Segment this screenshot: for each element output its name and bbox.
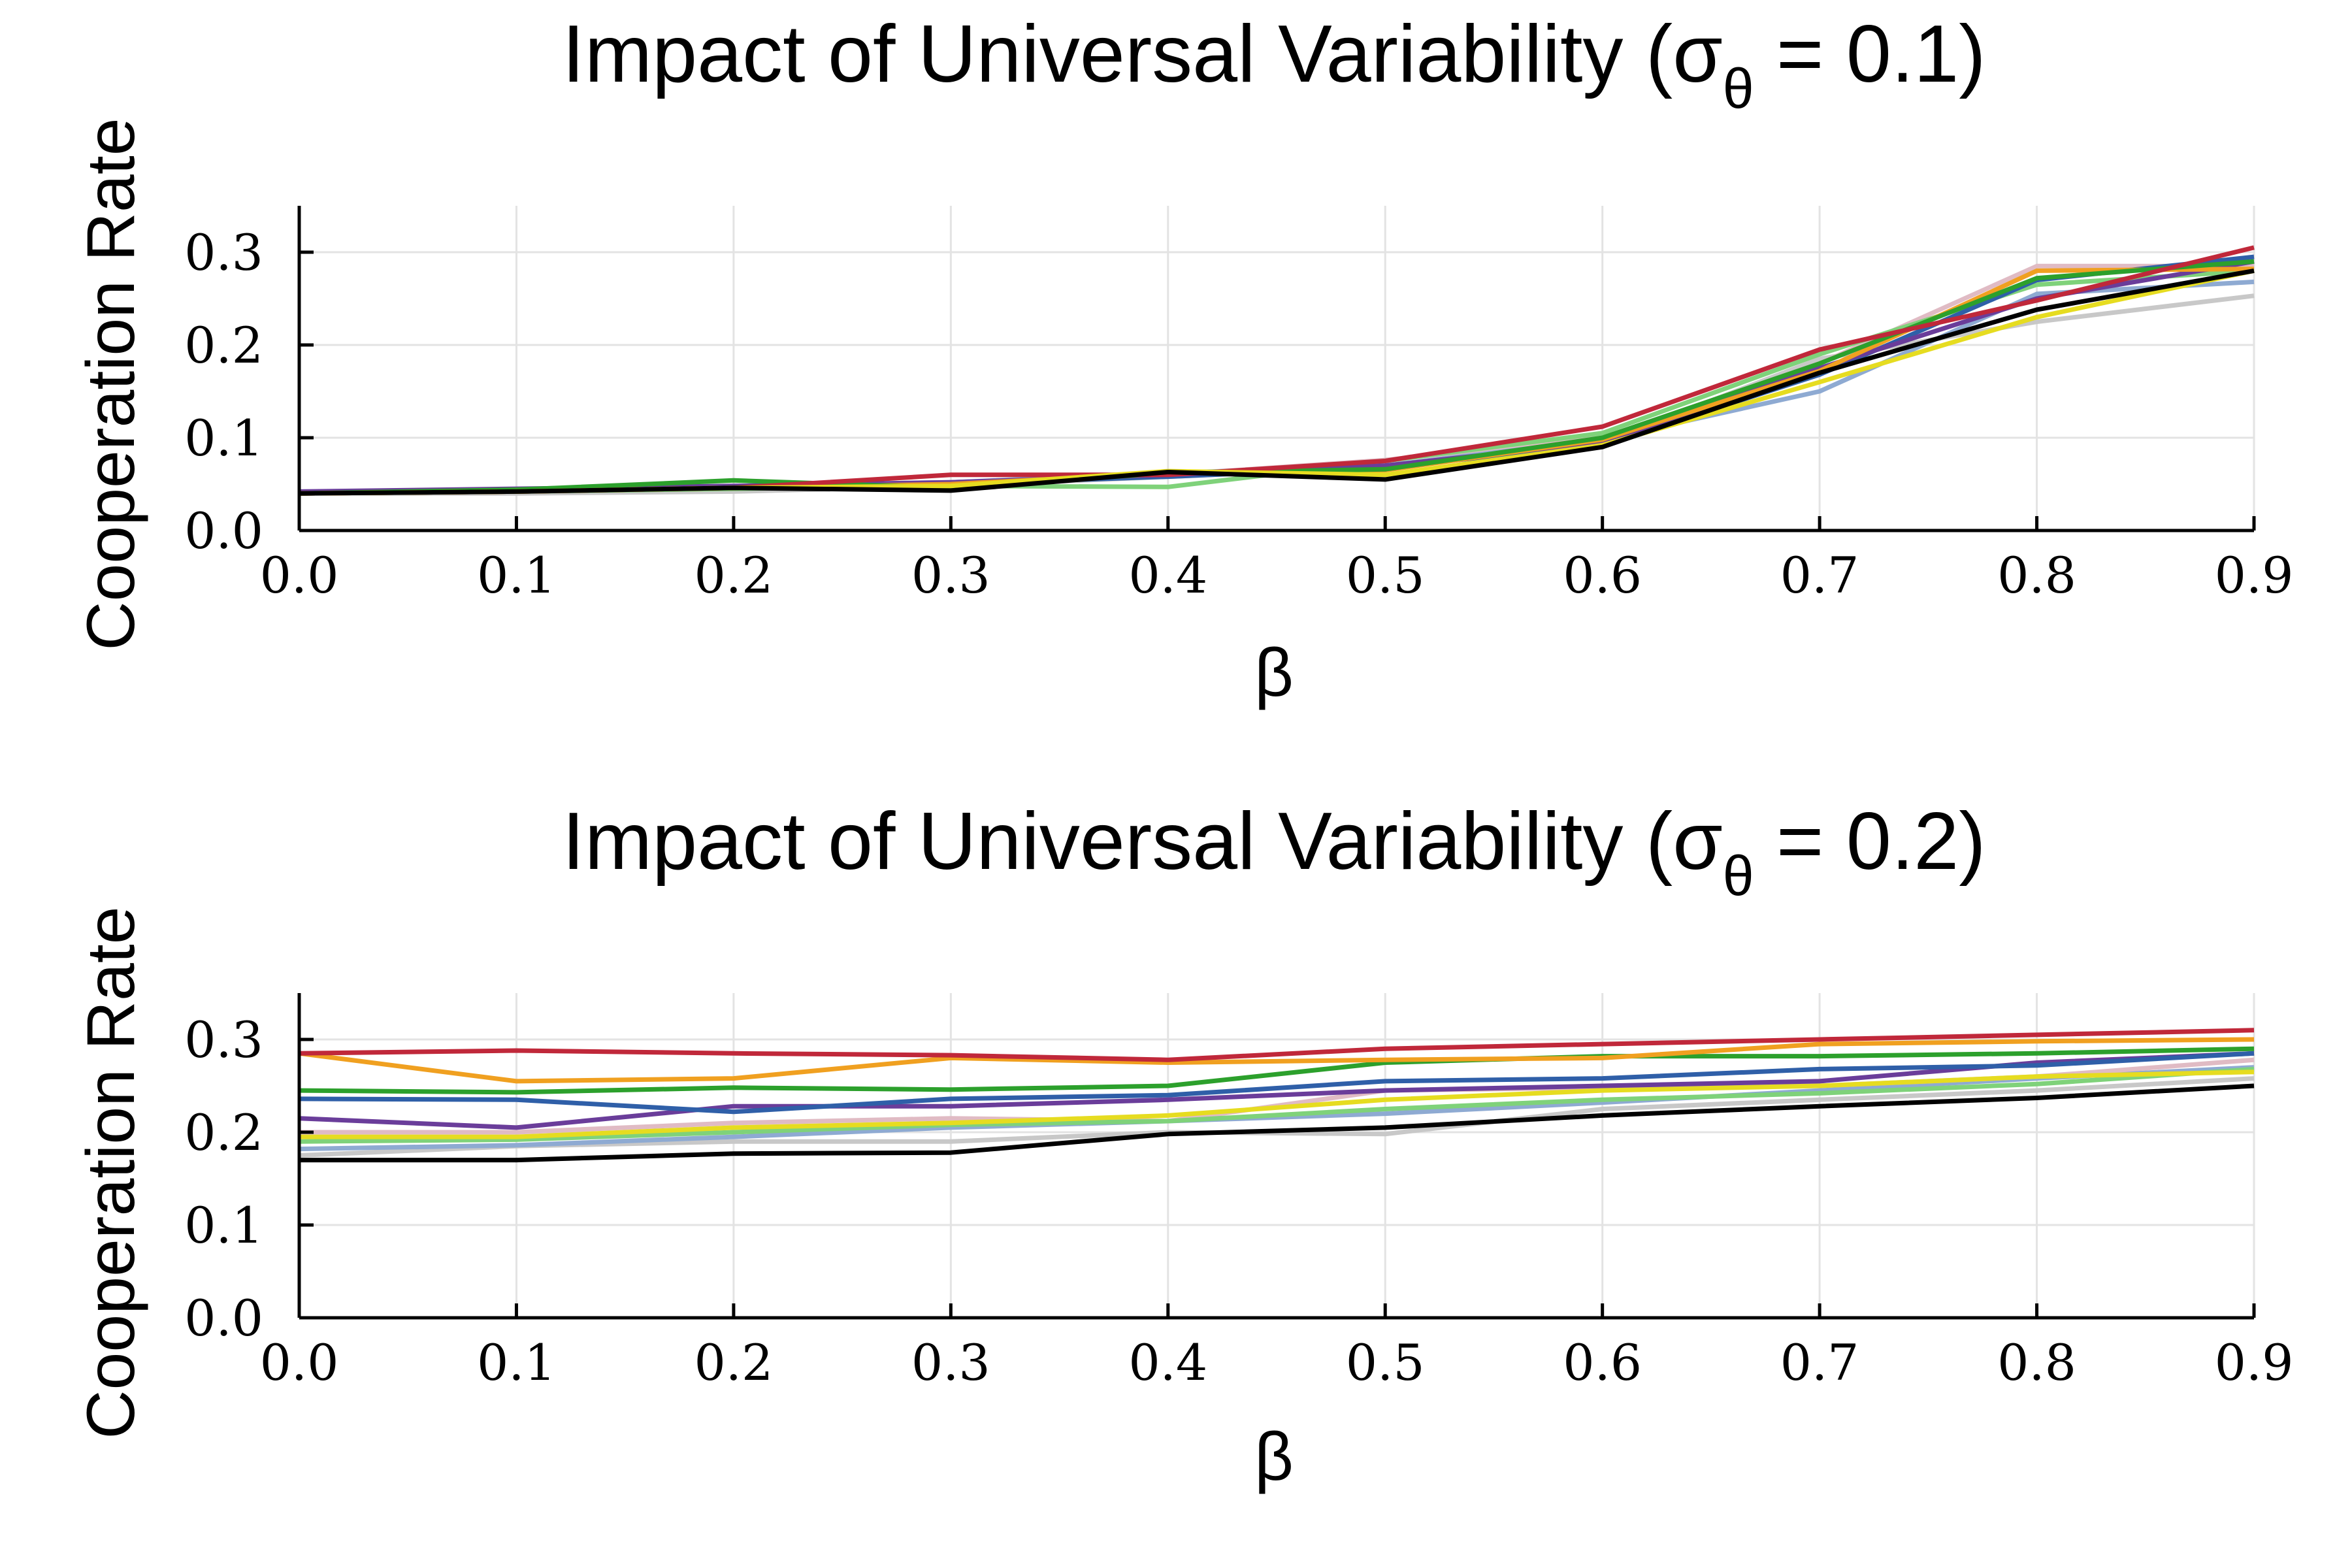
x-tick-label: 0.2	[694, 546, 773, 604]
y-tick-label: 0.2	[184, 1103, 263, 1162]
series-line-blue	[299, 254, 2255, 496]
series-line-blue	[299, 1051, 2255, 1115]
x-tick-label: 0.7	[1780, 1333, 1859, 1392]
series-line-black	[299, 1083, 2255, 1163]
y-tick-label: 0.2	[184, 316, 263, 374]
y-axis-label-1: Cooperation Rate	[73, 118, 149, 650]
axes-2	[297, 993, 2256, 1320]
series-line-light-gray	[299, 293, 2255, 496]
series-line-red	[299, 245, 2255, 496]
chart-panel-1: Impact of Universal Variability (σθ = 0.…	[73, 9, 2293, 711]
x-tick-label: 0.3	[911, 546, 990, 604]
x-tick-label: 0.9	[2215, 546, 2294, 604]
series-line-yellow	[299, 1070, 2255, 1139]
y-tick-label: 0.3	[184, 223, 263, 282]
x-tick-label: 0.3	[911, 1333, 990, 1392]
y-tick-label: 0.3	[184, 1011, 263, 1069]
x-tick-label: 0.6	[1563, 1333, 1642, 1392]
grid-1	[298, 206, 2255, 532]
x-tick-label: 0.5	[1346, 1333, 1425, 1392]
x-tick-label: 0.1	[477, 1333, 556, 1392]
series-line-light-blue	[299, 1065, 2255, 1152]
y-tick-labels-2: 0.0 0.1 0.2 0.3	[184, 1011, 263, 1347]
x-tick-label: 0.2	[694, 1333, 773, 1392]
series-line-red	[299, 1028, 2255, 1062]
x-tick-label: 0.9	[2215, 1333, 2294, 1392]
x-tick-labels-1: 0.0 0.1 0.2 0.3 0.4 0.5 0.6 0.7 0.8 0.9	[260, 546, 2294, 604]
x-tick-label: 0.8	[1997, 546, 2076, 604]
series-line-green	[299, 1046, 2255, 1095]
x-axis-label-1: β	[1254, 635, 1294, 711]
series-line-purple	[299, 259, 2255, 494]
series-group-2	[299, 1028, 2255, 1163]
series-line-light-gray	[299, 1076, 2255, 1158]
x-tick-label: 0.4	[1128, 1333, 1207, 1392]
x-tick-labels-2: 0.0 0.1 0.2 0.3 0.4 0.5 0.6 0.7 0.8 0.9	[260, 1333, 2294, 1392]
x-tick-label: 0.4	[1128, 546, 1207, 604]
series-line-light-green	[299, 1066, 2255, 1144]
x-tick-label: 0.5	[1346, 546, 1425, 604]
y-tick-label: 0.1	[184, 1196, 263, 1254]
axes-1	[297, 206, 2256, 532]
chart-title-2: Impact of Universal Variability (σθ = 0.…	[562, 796, 1985, 907]
y-tick-labels-1: 0.0 0.1 0.2 0.3	[184, 223, 263, 560]
x-tick-label: 0.0	[260, 1333, 339, 1392]
chart-title-1: Impact of Universal Variability (σθ = 0.…	[562, 9, 1985, 120]
series-line-orange	[299, 1037, 2255, 1084]
y-axis-label-2: Cooperation Rate	[73, 906, 149, 1439]
series-line-purple	[299, 1051, 2255, 1130]
y-tick-label: 0.0	[184, 1289, 263, 1347]
series-line-light-pink	[299, 263, 2254, 496]
x-tick-label: 0.7	[1780, 546, 1859, 604]
series-group-1	[299, 245, 2255, 496]
series-line-green	[299, 259, 2255, 496]
y-tick-label: 0.0	[184, 502, 263, 560]
chart-panel-2: Impact of Universal Variability (σθ = 0.…	[73, 796, 2293, 1495]
x-tick-label: 0.0	[260, 546, 339, 604]
series-line-black	[299, 268, 2255, 496]
x-tick-label: 0.6	[1563, 546, 1642, 604]
y-tick-label: 0.1	[184, 409, 263, 467]
x-tick-label: 0.1	[477, 546, 556, 604]
x-tick-label: 0.8	[1997, 1333, 2076, 1392]
x-axis-label-2: β	[1254, 1419, 1294, 1495]
